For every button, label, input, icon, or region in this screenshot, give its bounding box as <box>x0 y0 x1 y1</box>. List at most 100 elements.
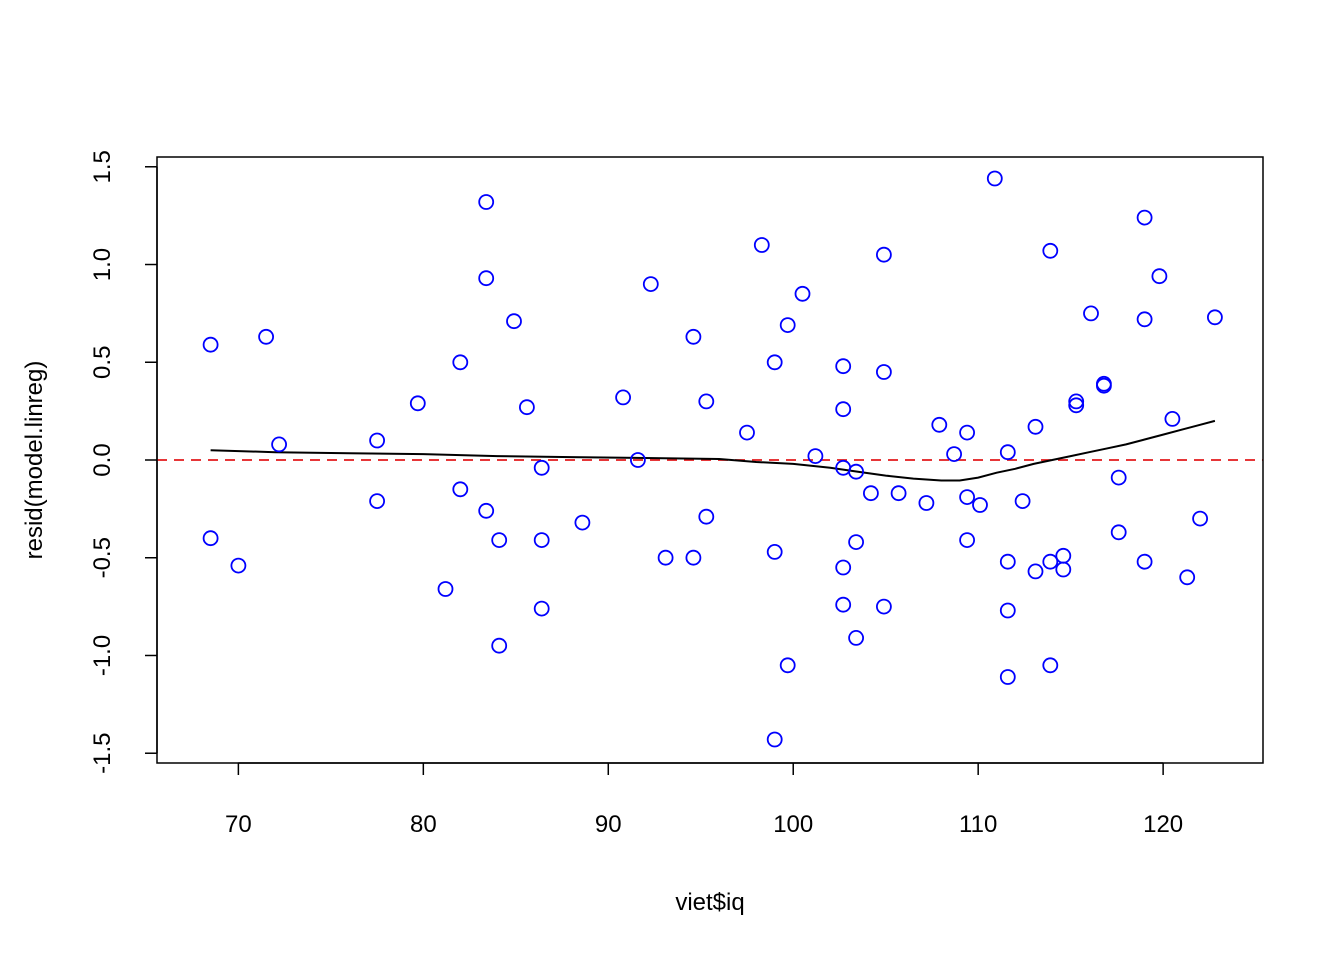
data-point <box>753 237 770 253</box>
y-axis-title: resid(model.linreg) <box>21 361 48 560</box>
x-tick-label: 80 <box>410 811 437 838</box>
data-point <box>1136 311 1153 328</box>
data-point <box>452 354 469 371</box>
data-point <box>876 364 892 380</box>
data-point <box>642 276 659 293</box>
data-point <box>369 432 386 449</box>
data-point <box>698 508 715 525</box>
y-tick-label: 0.5 <box>89 346 116 379</box>
data-point <box>1027 418 1044 435</box>
data-point <box>533 600 550 617</box>
data-point <box>794 285 811 302</box>
data-point <box>835 596 852 613</box>
data-point <box>918 495 935 511</box>
data-point <box>999 444 1016 461</box>
y-axis: -1.5 -1.0 -0.5 0.0 0.5 1.0 1.5 <box>89 150 158 774</box>
data-point <box>835 459 852 476</box>
x-tick-label: 90 <box>595 811 622 838</box>
data-point <box>685 549 702 566</box>
data-point <box>890 485 907 502</box>
data-point <box>876 246 892 263</box>
data-point <box>1164 410 1181 427</box>
data-point <box>779 317 796 334</box>
data-point <box>615 389 631 406</box>
data-point <box>1207 309 1223 326</box>
data-point <box>1042 553 1059 570</box>
data-point <box>369 493 386 510</box>
data-point <box>959 489 975 506</box>
data-point <box>835 559 852 576</box>
data-point <box>848 463 864 480</box>
data-point <box>452 481 469 498</box>
data-point <box>1136 553 1153 570</box>
data-point <box>876 598 892 615</box>
data-point <box>1055 561 1072 578</box>
data-point <box>409 395 426 412</box>
data-point <box>533 532 550 548</box>
data-point <box>685 328 702 345</box>
data-point <box>271 436 288 453</box>
data-point <box>999 602 1016 619</box>
y-tick-label: -1.5 <box>89 733 116 774</box>
data-point <box>739 424 755 441</box>
data-point <box>1151 268 1168 285</box>
data-point <box>959 424 975 441</box>
data-point <box>258 328 275 345</box>
data-point <box>766 354 783 371</box>
data-point <box>766 731 783 748</box>
data-point <box>1110 469 1127 486</box>
data-point <box>1068 393 1085 410</box>
data-point <box>519 399 535 416</box>
data-point <box>1027 563 1044 580</box>
data-point <box>230 557 247 574</box>
y-tick-label: -1.0 <box>89 635 116 676</box>
data-point <box>946 446 962 463</box>
y-tick-label: 0.0 <box>89 443 116 476</box>
data-point <box>1068 397 1085 414</box>
data-point <box>491 532 508 548</box>
data-point <box>959 532 975 548</box>
data-point <box>931 416 948 433</box>
data-point <box>202 336 219 353</box>
x-tick-label: 110 <box>959 811 997 838</box>
data-point <box>1042 242 1059 259</box>
data-point <box>999 553 1016 570</box>
data-point <box>986 170 1003 187</box>
data-point <box>437 581 454 597</box>
data-point <box>491 637 508 654</box>
data-point <box>999 669 1016 685</box>
data-point <box>1014 493 1031 510</box>
data-point <box>807 448 824 465</box>
data-point <box>766 544 783 560</box>
data-point <box>1042 657 1059 674</box>
data-point <box>779 657 796 674</box>
data-point <box>835 401 852 418</box>
data-point <box>657 549 674 566</box>
x-tick-label: 70 <box>225 811 252 838</box>
data-point <box>478 502 495 519</box>
data-point <box>863 485 879 502</box>
plot-area <box>157 170 1263 748</box>
plot-frame <box>156 156 1264 764</box>
y-tick-label: 1.5 <box>89 150 116 183</box>
data-point <box>1136 209 1153 226</box>
y-tick-label: 1.0 <box>89 248 116 281</box>
data-point <box>506 313 522 330</box>
data-point <box>1083 305 1099 322</box>
data-point <box>1179 569 1196 586</box>
data-point <box>478 270 495 287</box>
data-point <box>835 358 852 375</box>
data-point <box>478 194 495 210</box>
smooth-trend-line <box>210 419 1216 482</box>
data-point <box>1055 547 1072 564</box>
data-point <box>848 630 864 646</box>
data-point <box>1192 510 1208 527</box>
data-point <box>533 459 550 476</box>
data-point <box>630 452 646 468</box>
data-point <box>202 530 219 547</box>
y-tick-label: -0.5 <box>89 537 116 578</box>
x-axis: 70 80 90 100 110 120 <box>225 762 1183 838</box>
x-tick-label: 100 <box>773 811 813 838</box>
data-point <box>698 393 715 410</box>
